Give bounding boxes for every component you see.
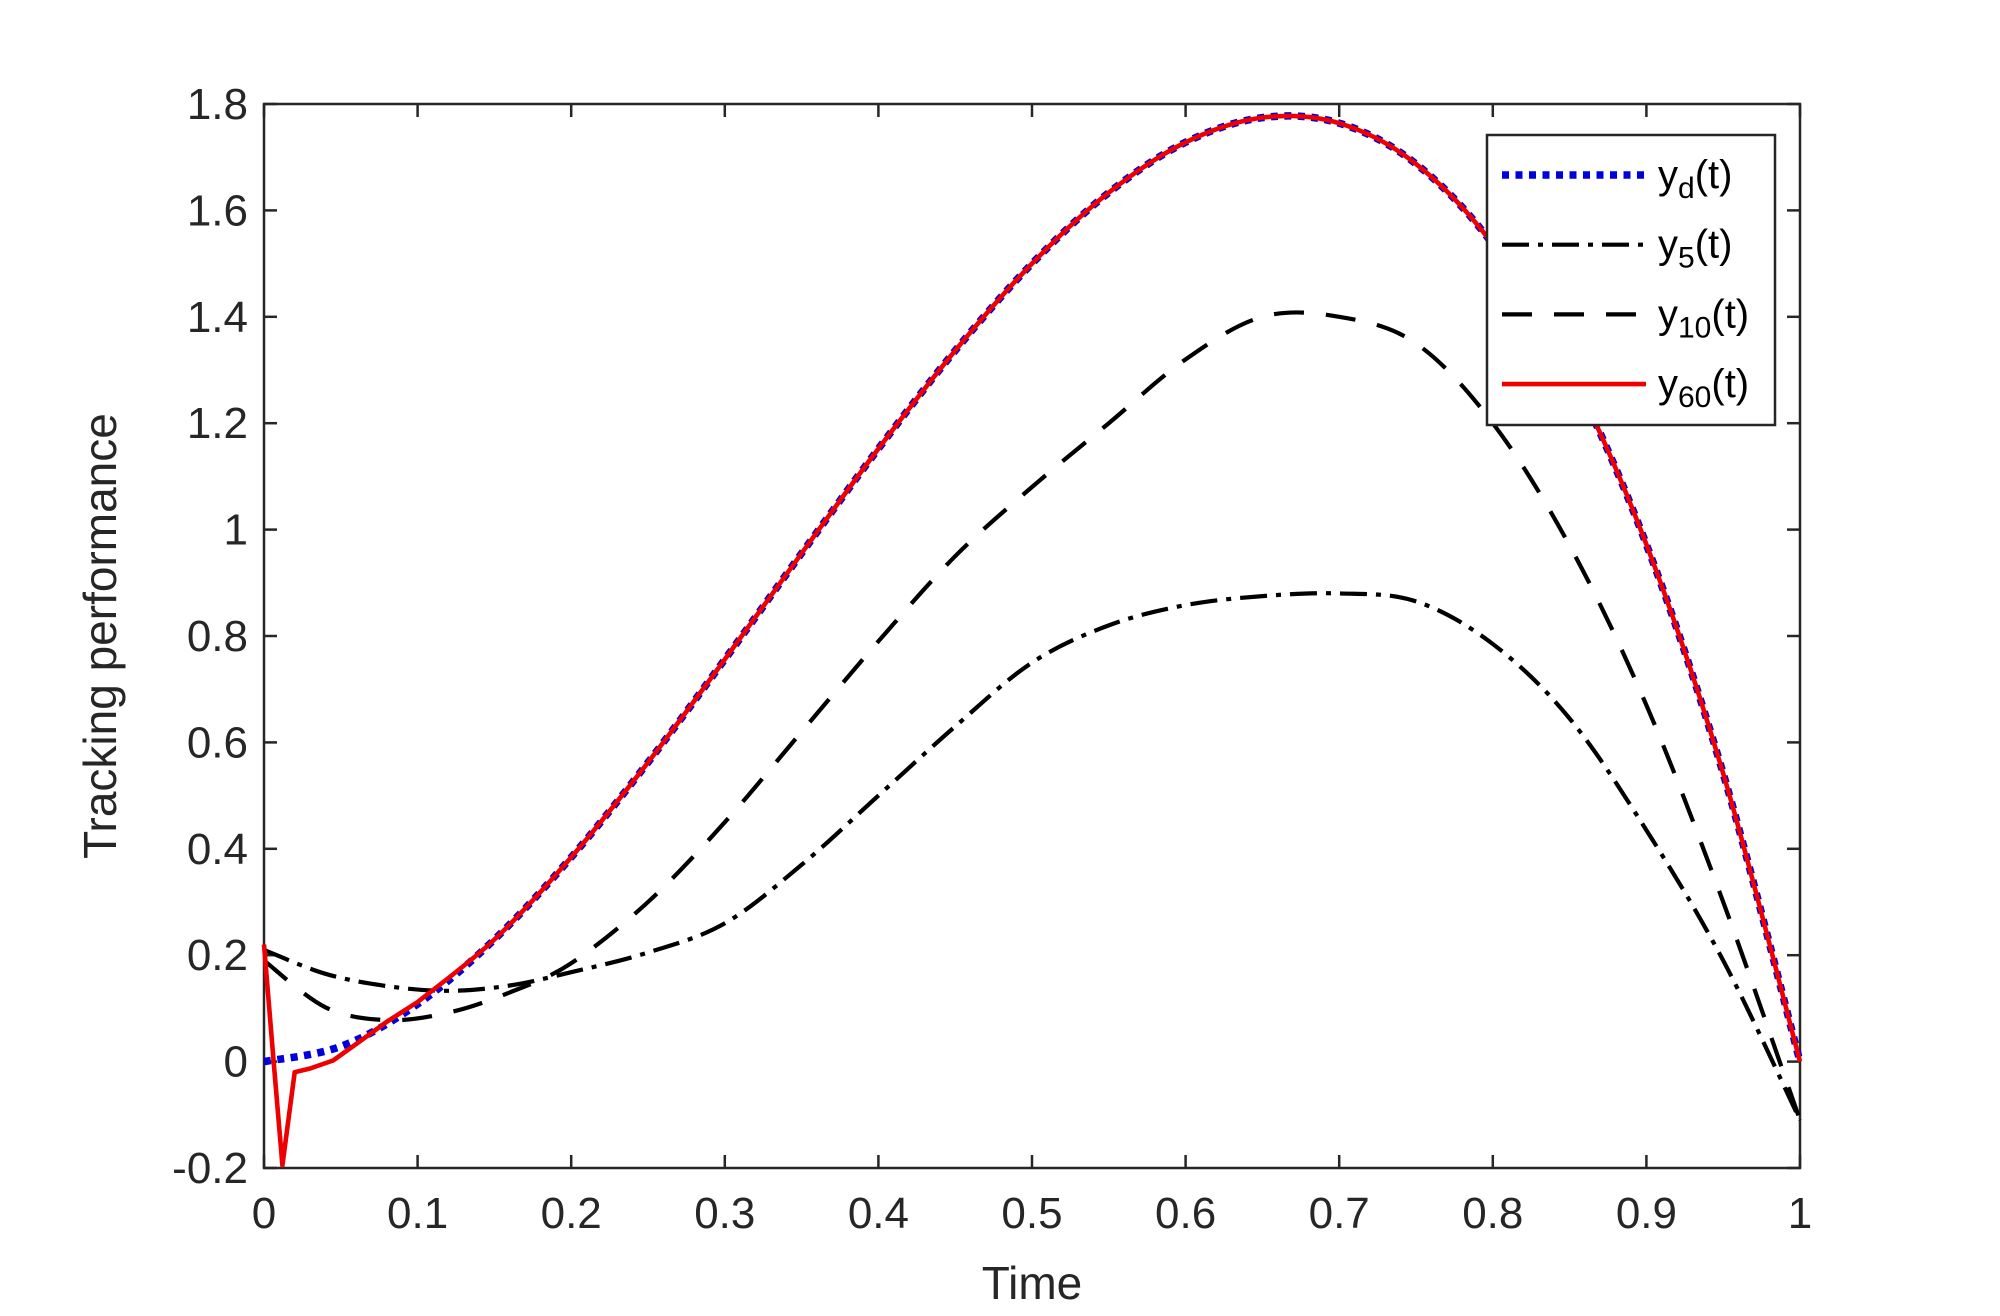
x-tick-label: 0.9 [1616,1189,1677,1238]
legend-label-yd: yd(t) [1658,153,1732,205]
x-tick-label: 0.3 [694,1189,755,1238]
y-tick-label: 0.4 [187,825,248,874]
legend-label-y5: y5(t) [1658,223,1732,275]
x-tick-label: 0.1 [387,1189,448,1238]
x-tick-label: 1 [1788,1189,1812,1238]
x-axis-title: Time [981,1257,1083,1309]
y-tick-label: 0.6 [187,718,248,767]
y-tick-label: 1.6 [187,186,248,235]
y-tick-label: -0.2 [172,1144,248,1193]
y-tick-label: 1.4 [187,293,248,342]
y-tick-label: 0 [224,1038,248,1087]
y-tick-label: 1 [224,506,248,555]
y-tick-label: 0.2 [187,931,248,980]
legend-label-y10: y10(t) [1658,292,1749,344]
x-tick-label: 0.6 [1155,1189,1216,1238]
y-tick-label: 1.2 [187,399,248,448]
x-tick-label: 0.4 [848,1189,909,1238]
series-line-y5 [263,591,1802,1122]
y-tick-label: 1.8 [187,80,248,129]
legend-box [1485,133,1777,427]
series-line-y10 [262,310,1802,1121]
x-tick-label: 0.5 [1001,1189,1062,1238]
x-tick-label: 0 [252,1189,276,1238]
x-tick-label: 0.8 [1462,1189,1523,1238]
x-tick-label: 0.2 [541,1189,602,1238]
series-line-y60 [261,113,1803,1168]
legend-label-y60: y60(t) [1658,362,1749,414]
y-tick-label: 0.8 [187,612,248,661]
x-tick-label: 0.7 [1309,1189,1370,1238]
y-axis-title: Tracking performance [74,413,126,859]
